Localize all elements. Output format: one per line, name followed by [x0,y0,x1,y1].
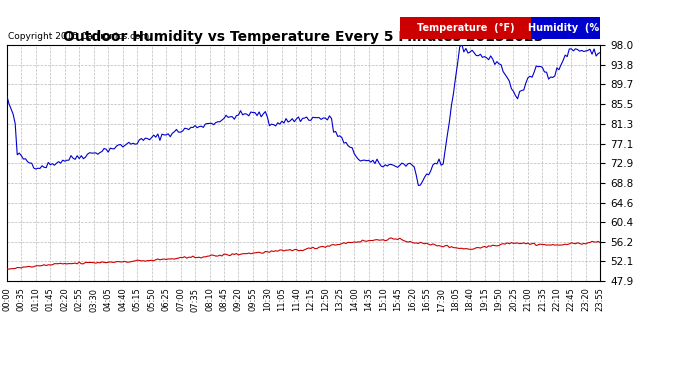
Text: Humidity  (%): Humidity (%) [528,23,604,33]
Text: Temperature  (°F): Temperature (°F) [417,23,515,33]
Text: Copyright 2015 Cartronics.com: Copyright 2015 Cartronics.com [8,32,150,41]
Title: Outdoor Humidity vs Temperature Every 5 Minutes 20151023: Outdoor Humidity vs Temperature Every 5 … [63,30,544,44]
